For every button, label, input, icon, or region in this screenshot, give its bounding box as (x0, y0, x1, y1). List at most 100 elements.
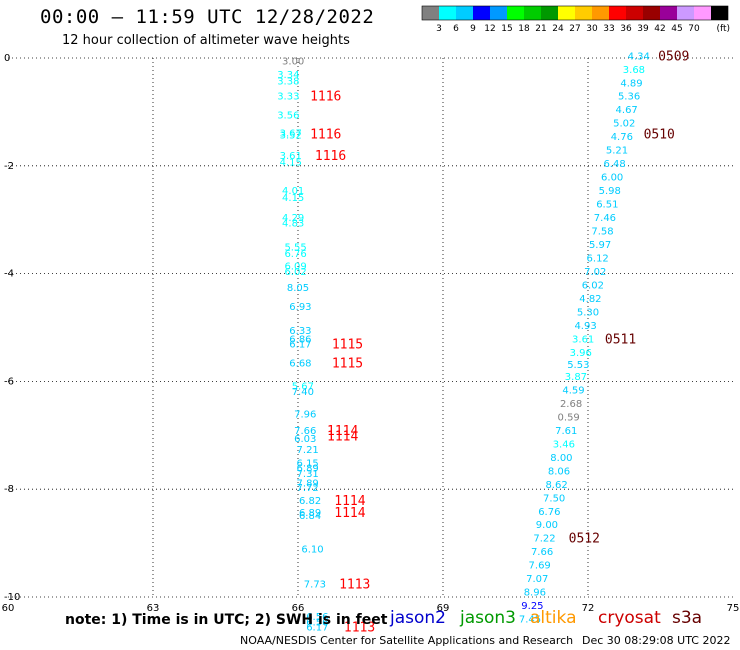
legend-cryosat: cryosat (598, 608, 661, 628)
swh-value-label: 3.34 (277, 70, 299, 81)
swh-value-label: 7.72 (297, 483, 319, 494)
swh-value-label: 4.59 (562, 385, 584, 396)
x-tick-label: 66 (292, 603, 305, 614)
colorbar-swatch (422, 6, 439, 20)
swh-value-label: 3.87 (565, 372, 587, 383)
swh-value-label: 4.29 (282, 213, 304, 224)
swh-value-label: 7.73 (304, 580, 326, 591)
swh-value-label: 7.21 (297, 445, 319, 456)
colorbar-label: 39 (637, 24, 649, 34)
swh-value-label: 3.46 (553, 439, 575, 450)
swh-value-label: 7.40 (292, 387, 314, 398)
swh-value-label: 6.56 (306, 612, 328, 623)
y-tick-label: -10 (4, 592, 20, 603)
colorbar-swatch (439, 6, 456, 20)
swh-value-label: 3.38 (277, 77, 299, 88)
footer-note: note: 1) Time is in UTC; 2) SWH is in fe… (65, 612, 388, 628)
swh-value-label: 8.96 (524, 588, 546, 599)
colorbar-label: 30 (586, 24, 598, 34)
colorbar-label: 12 (484, 24, 495, 34)
colorbar-label: 27 (569, 24, 580, 34)
swh-value-label: 3.61 (280, 151, 302, 162)
swh-value-label: 5.98 (599, 186, 621, 197)
generation-timestamp: Dec 30 08:29:08 UTC 2022 (582, 634, 731, 647)
swh-value-label: 7.22 (533, 534, 555, 545)
colorbar-swatch (541, 6, 558, 20)
swh-value-label: 4.34 (628, 51, 650, 62)
swh-value-label: 7.69 (529, 561, 551, 572)
x-tick-label: 69 (437, 603, 450, 614)
colorbar-label: 15 (501, 24, 512, 34)
y-tick-label: 0 (4, 53, 10, 64)
credit-line: NOAA/NESDIS Center for Satellite Applica… (240, 634, 574, 647)
swh-value-label: 6.84 (299, 511, 321, 522)
swh-value-label: 5.21 (606, 146, 628, 157)
swh-value-label: 4.82 (579, 294, 601, 305)
colorbar-swatch (694, 6, 711, 20)
chart-subtitle: 12 hour collection of altimeter wave hei… (62, 33, 350, 48)
colorbar-swatch (626, 6, 643, 20)
swh-value-label: 7.46 (594, 213, 616, 224)
swh-value-label: 5.55 (284, 243, 306, 254)
colorbar-label: 42 (654, 24, 665, 34)
swh-value-label: 6.48 (603, 159, 625, 170)
swh-value-label: 4.76 (611, 132, 633, 143)
swh-value-label: 5.53 (567, 360, 589, 371)
swh-value-label: 7.50 (543, 493, 565, 504)
legend-altika: altika (530, 608, 577, 628)
colorbar-swatch (609, 6, 626, 20)
swh-value-label: 3.52 (280, 131, 302, 142)
swh-value-label: 7.45 (519, 615, 541, 626)
swh-value-label: 6.82 (299, 496, 321, 507)
pass-time-label: 0509 (658, 49, 689, 64)
colorbar-frame (421, 5, 729, 21)
colorbar-label: 70 (688, 24, 700, 34)
swh-value-label: 7.61 (555, 426, 577, 437)
swh-value-label: 6.76 (538, 507, 560, 518)
swh-value-label: 5.30 (577, 307, 599, 318)
swh-value-label: 6.76 (284, 249, 306, 260)
swh-value-label: 6.33 (289, 326, 311, 337)
swh-value-label: 7.96 (294, 410, 316, 421)
swh-value-label: 9.25 (521, 601, 543, 612)
pass-time-label: 1115 (332, 338, 363, 353)
swh-value-label: 6.09 (284, 262, 306, 273)
swh-value-label: 6.17 (306, 623, 328, 634)
swh-value-label: 5.02 (613, 119, 635, 130)
swh-value-label: 3.68 (623, 65, 645, 76)
x-tick-label: 72 (582, 603, 595, 614)
pass-time-label: 1114 (327, 429, 358, 444)
swh-value-label: 3.00 (282, 57, 304, 68)
colorbar-swatch (490, 6, 507, 20)
colorbar-label: 6 (453, 24, 459, 34)
swh-value-label: 8.06 (548, 466, 570, 477)
swh-value-label: 3.61 (572, 334, 594, 345)
pass-time-label: 0511 (605, 332, 636, 347)
pass-time-label: 1113 (339, 578, 370, 593)
x-tick-label: 60 (2, 603, 15, 614)
legend-jason3: jason3 (460, 608, 516, 628)
colorbar-unit: (ft) (716, 24, 730, 34)
swh-value-label: 7.66 (531, 547, 553, 558)
swh-value-label: 6.17 (289, 340, 311, 351)
swh-value-label: 4.89 (620, 78, 642, 89)
swh-value-label: 7.89 (297, 479, 319, 490)
swh-value-label: 2.68 (560, 399, 582, 410)
swh-value-label: 5.67 (292, 382, 314, 393)
swh-value-label: 8.62 (545, 480, 567, 491)
legend-jason2: jason2 (390, 608, 446, 628)
colorbar-swatch (507, 6, 524, 20)
swh-value-label: 6.86 (289, 334, 311, 345)
swh-value-label: 4.67 (616, 105, 638, 116)
colorbar-swatch (711, 6, 728, 20)
swh-value-label: 8.00 (550, 453, 572, 464)
pass-time-label: 1114 (334, 494, 365, 509)
colorbar-swatch (575, 6, 592, 20)
colorbar-label: 45 (671, 24, 682, 34)
swh-value-label: 6.89 (299, 508, 321, 519)
swh-value-label: 7.07 (526, 574, 548, 585)
swh-value-label: 6.00 (601, 173, 623, 184)
swh-value-label: 4.15 (282, 193, 304, 204)
pass-time-label: 0510 (644, 127, 675, 142)
swh-value-label: 4.83 (282, 218, 304, 229)
